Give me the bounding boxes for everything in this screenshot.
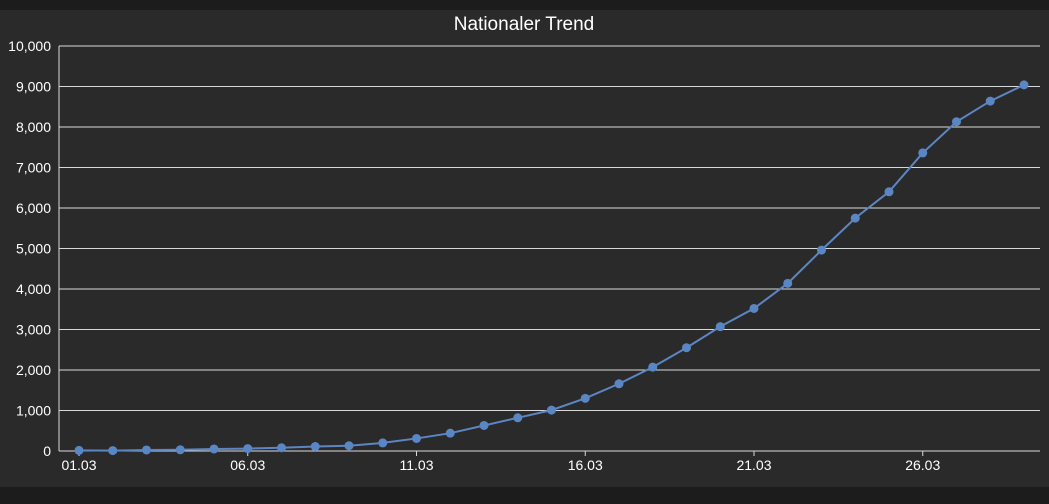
data-point[interactable] — [412, 433, 421, 443]
data-point[interactable] — [985, 96, 995, 106]
data-point[interactable] — [277, 443, 286, 453]
y-tick-label: 6,000 — [16, 200, 51, 216]
data-point[interactable] — [547, 405, 556, 415]
y-tick-label: 10,000 — [8, 38, 51, 54]
data-point[interactable] — [952, 117, 961, 127]
data-point[interactable] — [445, 428, 455, 438]
data-point[interactable] — [344, 441, 354, 451]
x-tick-label: 16.03 — [568, 457, 603, 473]
x-axis: 01.03 06.03 11.03 16.03 21.03 26.03 — [59, 450, 1040, 473]
data-point[interactable] — [884, 187, 894, 197]
line-chart: Nationaler Trend 0 1,000 2,000 3,000 4,000 5,… — [8, 14, 1040, 473]
y-tick-label: 0 — [43, 443, 51, 459]
data-point[interactable] — [175, 445, 185, 455]
data-point[interactable] — [142, 445, 151, 455]
data-point[interactable] — [310, 442, 320, 452]
series-line — [78, 83, 1025, 452]
data-point[interactable] — [614, 379, 624, 389]
series-layer — [74, 80, 1029, 456]
data-point[interactable] — [850, 213, 860, 223]
y-tick-label: 2,000 — [16, 362, 51, 378]
chart-title: Nationaler Trend — [454, 14, 594, 35]
x-tick-label: 26.03 — [905, 457, 940, 473]
x-tick-label: 11.03 — [400, 457, 434, 473]
y-tick-label: 9,000 — [16, 79, 51, 95]
y-tick-label: 4,000 — [16, 281, 51, 297]
x-tick-label: 01.03 — [61, 457, 96, 473]
y-axis: 0 1,000 2,000 3,000 4,000 5,000 6,000 7,000 8,00… — [8, 38, 60, 459]
data-point[interactable] — [378, 438, 388, 448]
x-tick-label: 21.03 — [736, 457, 771, 473]
data-point[interactable] — [479, 420, 489, 430]
data-point[interactable] — [209, 444, 219, 454]
y-tick-label: 5,000 — [16, 241, 51, 257]
y-tick-label: 3,000 — [16, 322, 51, 338]
data-point[interactable] — [918, 148, 928, 158]
x-tick-label: 06.03 — [230, 457, 265, 473]
data-point[interactable] — [648, 362, 658, 372]
chart-panel: Nationaler Trend 0 1,000 2,000 3,000 4,000 5,… — [0, 10, 1049, 487]
data-point[interactable] — [580, 393, 590, 403]
y-tick-label: 7,000 — [16, 160, 51, 176]
y-tick-label: 8,000 — [16, 119, 51, 135]
data-point[interactable] — [682, 343, 691, 353]
grid-lines — [59, 45, 1040, 452]
data-point[interactable] — [783, 278, 793, 288]
data-point[interactable] — [513, 413, 523, 423]
data-point[interactable] — [715, 322, 725, 332]
data-point[interactable] — [817, 245, 826, 255]
data-point[interactable] — [1019, 80, 1029, 90]
data-point[interactable] — [749, 303, 759, 313]
data-point[interactable] — [243, 444, 253, 454]
data-point[interactable] — [108, 446, 118, 456]
y-tick-label: 1,000 — [16, 403, 51, 419]
data-point[interactable] — [74, 445, 84, 455]
